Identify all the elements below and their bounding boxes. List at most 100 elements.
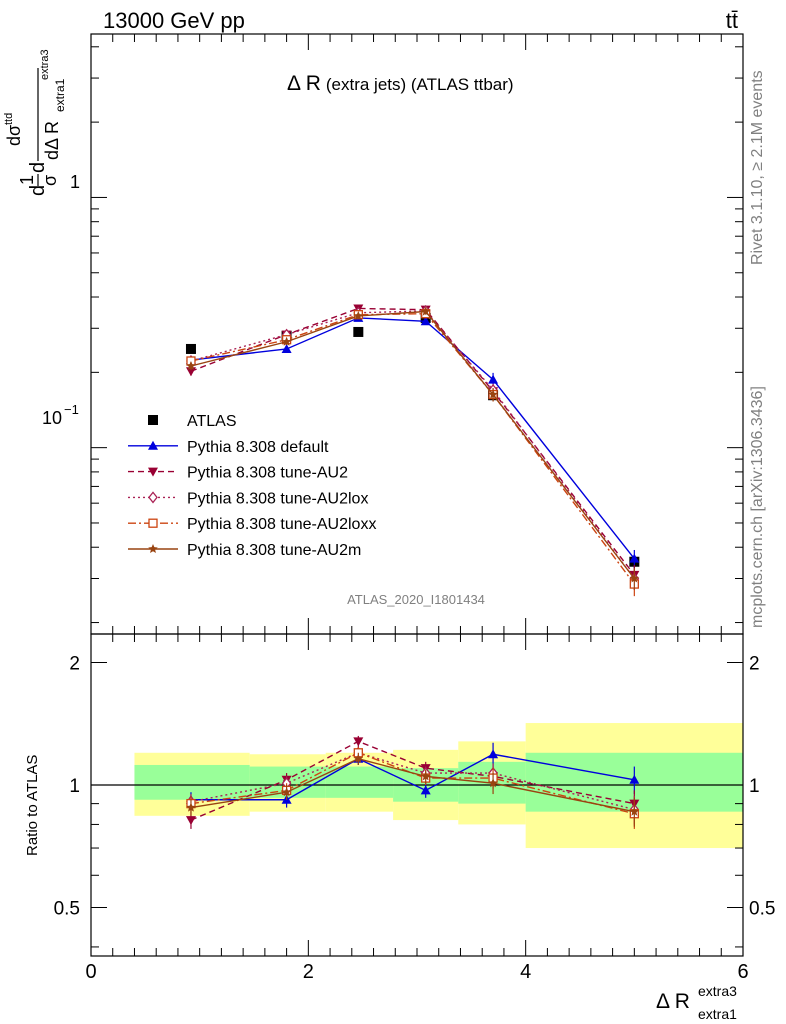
data-point — [629, 553, 640, 563]
ylabel-den-sup: extra3 — [39, 49, 51, 80]
main-title-delta-r: Δ R — [287, 72, 321, 95]
y-tick-label-tenth-exp: −1 — [64, 402, 79, 417]
xlabel-sub: extra1 — [698, 1006, 737, 1022]
data-point — [186, 361, 196, 371]
x-tick-label: 6 — [737, 961, 748, 983]
ratio-y-tick-label-right: 0.5 — [749, 898, 775, 919]
xlabel-main: Δ R — [656, 990, 690, 1013]
ratio-line — [190, 752, 635, 811]
ratio-x-ticks — [90, 634, 744, 956]
ratio-y-tick-label: 0.5 — [54, 898, 80, 919]
ratio-point — [420, 771, 431, 781]
main-series-layer — [185, 304, 640, 597]
ylabel-den: dΔ R — [42, 121, 62, 160]
y-tick-label-1: 1 — [70, 172, 80, 192]
data-point — [353, 310, 364, 321]
energy-label: 13000 GeV pp — [103, 8, 245, 33]
y-tick-label-tenth-base: 10 — [42, 408, 62, 428]
ratio-point — [629, 806, 640, 816]
main-panel: 1 10 −1 Δ R (extra jets) (ATLAS ttbar) AT… — [3, 33, 744, 635]
series-line — [190, 317, 635, 560]
ylabel-num-d: d — [4, 136, 24, 146]
data-point — [185, 343, 196, 354]
legend-label: Pythia 8.308 tune-AU2 — [187, 465, 348, 482]
uncertainty-band-inner — [134, 764, 250, 800]
legend-label: Pythia 8.308 tune-AU2m — [187, 542, 361, 559]
data-point — [281, 343, 292, 353]
watermark: ATLAS_2020_I1801434 — [347, 592, 485, 607]
ratio-point — [488, 778, 498, 788]
x-tick-label: 4 — [520, 961, 531, 983]
ylabel-sigma: σ — [40, 175, 60, 186]
ratio-point — [629, 774, 640, 784]
ratio-y-ticks — [91, 662, 743, 948]
legend-entry-pythia-8-308-tune-au2: Pythia 8.308 tune-AU2 — [128, 465, 348, 482]
data-point — [629, 573, 640, 583]
ratio-line — [190, 758, 635, 813]
ratio-series-pythia-8-308-tune-au2m — [186, 752, 640, 827]
legend-label: ATLAS — [187, 413, 237, 430]
ratio-point — [186, 802, 196, 812]
ratio-x-tick-labels: 0 2 4 6 — [85, 961, 748, 983]
xlabel-sup: extra3 — [698, 983, 737, 999]
ylabel-one: 1 — [17, 175, 37, 185]
ylabel-d-mid: d — [27, 162, 49, 173]
ratio-y-axis-label: Ratio to ATLAS — [24, 755, 41, 856]
ratio-point — [488, 749, 499, 759]
ratio-point — [281, 787, 292, 797]
legend-entry-pythia-8-308-tune-au2m: Pythia 8.308 tune-AU2m — [128, 542, 361, 559]
legend-marker — [148, 544, 158, 554]
main-x-ticks — [90, 34, 744, 634]
legend-marker — [148, 491, 158, 504]
ylabel-prefix-d: d — [27, 185, 49, 196]
legend-label: Pythia 8.308 default — [187, 439, 329, 456]
ylabel-den-sub: extra1 — [53, 78, 67, 112]
ylabel-num-sigma: σ — [4, 125, 24, 136]
rivet-label: Rivet 3.1.10, ≥ 2.1M events — [749, 70, 766, 265]
ratio-y-tick-labels: 0.5 0.5 1 1 2 2 — [54, 654, 776, 920]
ratio-point — [353, 737, 364, 747]
main-y-axis-label: d 1 σ d d σ ttd dΔ R extra1 extra3 — [3, 49, 67, 196]
data-point — [353, 326, 364, 337]
x-tick-label: 2 — [303, 961, 314, 983]
ratio-y-tick-label-right: 1 — [749, 776, 760, 797]
legend-label: Pythia 8.308 tune-AU2lox — [187, 490, 368, 507]
process-label: tt̄ — [726, 8, 738, 33]
x-tick-label: 0 — [85, 961, 96, 983]
ratio-point — [353, 753, 364, 763]
ratio-y-tick-label-right: 2 — [749, 654, 760, 675]
ratio-panel: 0.5 0.5 1 1 2 2 0 2 4 6 Ratio to ATLAS Δ R extra… — [24, 633, 776, 1022]
legend-entry-pythia-8-308-default: Pythia 8.308 default — [128, 439, 329, 456]
data-point — [488, 374, 499, 384]
data-point — [420, 306, 431, 316]
ratio-line — [190, 752, 635, 815]
ratio-series-layer — [185, 735, 640, 829]
ratio-y-tick-label: 1 — [69, 776, 80, 797]
ylabel-num-sub: ttd — [3, 113, 15, 125]
y-tick-label-tenth: 10 — [42, 408, 62, 428]
legend-marker — [148, 440, 158, 450]
legend: ATLAS Pythia 8.308 default Pythia 8.308 tu… — [128, 413, 376, 559]
main-y-ticks — [91, 46, 743, 624]
legend-marker — [148, 467, 158, 477]
ratio-line — [190, 753, 635, 801]
legend-marker — [148, 415, 158, 425]
main-title-suffix: (extra jets) (ATLAS ttbar) — [326, 75, 514, 94]
data-point — [420, 316, 431, 326]
x-axis-label: Δ R extra3 extra1 — [656, 983, 737, 1022]
series-pythia-8-308-tune-au2m — [186, 306, 640, 590]
ratio-point — [185, 816, 196, 826]
legend-entry-pythia-8-308-tune-au2loxx: Pythia 8.308 tune-AU2loxx — [128, 516, 376, 533]
main-title: Δ R (extra jets) (ATLAS ttbar) — [287, 72, 514, 95]
ratio-point — [420, 785, 431, 795]
ratio-line — [190, 740, 635, 821]
data-point — [488, 389, 498, 399]
series-line — [190, 310, 635, 579]
data-point — [281, 336, 292, 346]
legend-entry-atlas: ATLAS — [148, 413, 237, 430]
ratio-y-tick-label: 2 — [69, 654, 80, 675]
legend-marker — [148, 518, 158, 528]
mcplots-label: mcplots.cern.ch [arXiv:1306.3436] — [749, 386, 766, 628]
legend-entry-pythia-8-308-tune-au2lox: Pythia 8.308 tune-AU2lox — [128, 490, 368, 507]
